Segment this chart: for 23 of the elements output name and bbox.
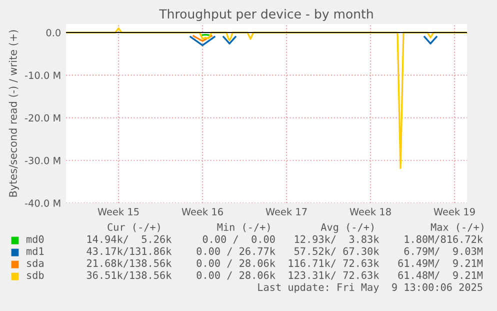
line-series [66, 27, 467, 169]
x-tick-label: Week 17 [266, 208, 307, 216]
text: 14.94k/ 5.26k 0.00 / 0.00 12.93k/ 3.83k 1.80M/816.72k [87, 235, 483, 244]
x-tick-label: Week 19 [434, 208, 475, 216]
chart-title: Throughput per device - by month [159, 8, 373, 22]
y-axis-title: Bytes/second read (-) / write (+) [8, 30, 19, 197]
legend-label: sdb [27, 271, 44, 279]
y-tick-label: -20.0 M [24, 114, 60, 122]
x-tick-label: Week 18 [350, 208, 391, 216]
text: Last update: Fri May 9 13:00:06 2025 [258, 283, 482, 293]
text: 36.51k/138.56k 0.00 / 28.06k 123.31k/ 72.63k 61.48M/ 9.21M [86, 271, 483, 280]
y-tick-label: -10.0 M [24, 72, 60, 79]
legend-label: md0 [26, 235, 44, 243]
legend-label: sda [27, 259, 44, 267]
text: 21.68k/138.56k 0.00 / 28.06k 116.71k/ 72.63k 61.49M/ 9.21M [86, 259, 483, 268]
x-tick-label: Week 16 [182, 208, 223, 216]
y-tick-label: -40.0 M [24, 199, 60, 207]
y-tick-label: 0.0 [46, 29, 60, 36]
legend-label: md1 [26, 247, 44, 255]
text: 43.17k/131.86k 0.00 / 26.77k 57.52k/ 67.30k 6.79M/ 9.03M [86, 247, 483, 256]
y-tick-label: -30.0 M [24, 156, 60, 164]
x-tick-label: Week 15 [98, 208, 139, 216]
text: Cur (-/+) Min (-/+) Avg (-/+) Max (-/+) [108, 223, 484, 233]
